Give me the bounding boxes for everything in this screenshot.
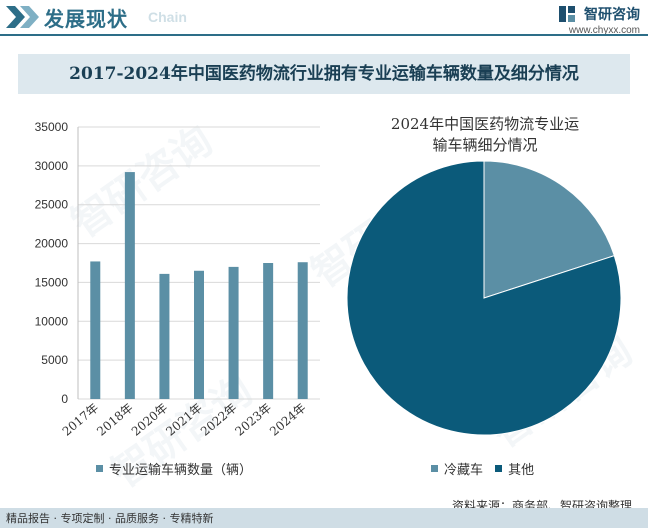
x-tick-label: 2017年 — [60, 401, 102, 439]
bar — [297, 262, 308, 399]
x-tick-label: 2021年 — [163, 401, 205, 439]
x-tick-label: 2023年 — [232, 401, 274, 439]
y-tick-label: 0 — [61, 392, 68, 406]
chart-title: 2017-2024年中国医药物流行业拥有专业运输车辆数量及细分情况 — [18, 54, 630, 94]
header: 发展现状 Chain 智研咨询 www.chyxx.com — [0, 0, 648, 36]
legend-swatch — [96, 465, 103, 472]
legend-swatch — [431, 465, 438, 472]
y-tick-label: 15000 — [35, 275, 69, 289]
double-chevron-icon — [6, 6, 39, 28]
legend-label: 冷藏车 — [444, 463, 484, 478]
pie-chart — [346, 160, 622, 436]
bar-legend: 专业运输车辆数量（辆） — [96, 459, 252, 478]
x-tick-label: 2024年 — [267, 401, 309, 439]
y-tick-label: 35000 — [35, 120, 69, 134]
pie-title-line2: 输车辆细分情况 — [432, 136, 538, 154]
bar — [263, 263, 274, 399]
x-tick-label: 2018年 — [94, 401, 136, 439]
brand-url: www.chyxx.com — [568, 24, 640, 36]
footer-bar — [0, 508, 648, 528]
brand-logo-icon — [558, 5, 575, 22]
bar — [124, 172, 135, 399]
pie-title-line1: 2024年中国医药物流专业运 — [390, 115, 580, 133]
bar — [194, 270, 204, 399]
x-tick-label: 2020年 — [129, 401, 171, 439]
pie-slice — [346, 160, 622, 436]
brand: 智研咨询 www.chyxx.com — [558, 3, 640, 36]
bar-chart: 0 5000 10000 15000 20000 25000 30000 35000 2017年… — [35, 120, 320, 439]
bar — [159, 273, 170, 399]
footer-tagline: 精品报告 · 专项定制 · 品质服务 · 专精特新 — [6, 512, 214, 525]
section-title: 发展现状 — [44, 7, 128, 31]
y-tick-label: 25000 — [35, 198, 69, 212]
brand-name: 智研咨询 — [584, 6, 640, 23]
pie-title: 2024年中国医药物流专业运 输车辆细分情况 — [360, 114, 610, 156]
legend-label: 专业运输车辆数量（辆） — [109, 463, 253, 478]
legend-swatch — [495, 465, 503, 472]
y-tick-label: 20000 — [35, 237, 69, 251]
x-tick-label: 2022年 — [198, 401, 240, 439]
bar — [90, 261, 101, 399]
bar — [228, 266, 239, 399]
y-tick-label: 30000 — [35, 159, 69, 173]
section-subtitle: Chain — [148, 9, 187, 25]
y-tick-label: 10000 — [35, 314, 69, 328]
footer: 资料来源：商务部、智研咨询整理 精品报告 · 专项定制 · 品质服务 · 专精特… — [0, 499, 648, 528]
legend-label: 其他 — [508, 463, 535, 478]
pie-legend: 冷藏车 其他 — [431, 459, 534, 478]
header-divider — [0, 34, 648, 36]
pie-slice — [483, 160, 615, 299]
y-tick-label: 5000 — [41, 353, 68, 367]
